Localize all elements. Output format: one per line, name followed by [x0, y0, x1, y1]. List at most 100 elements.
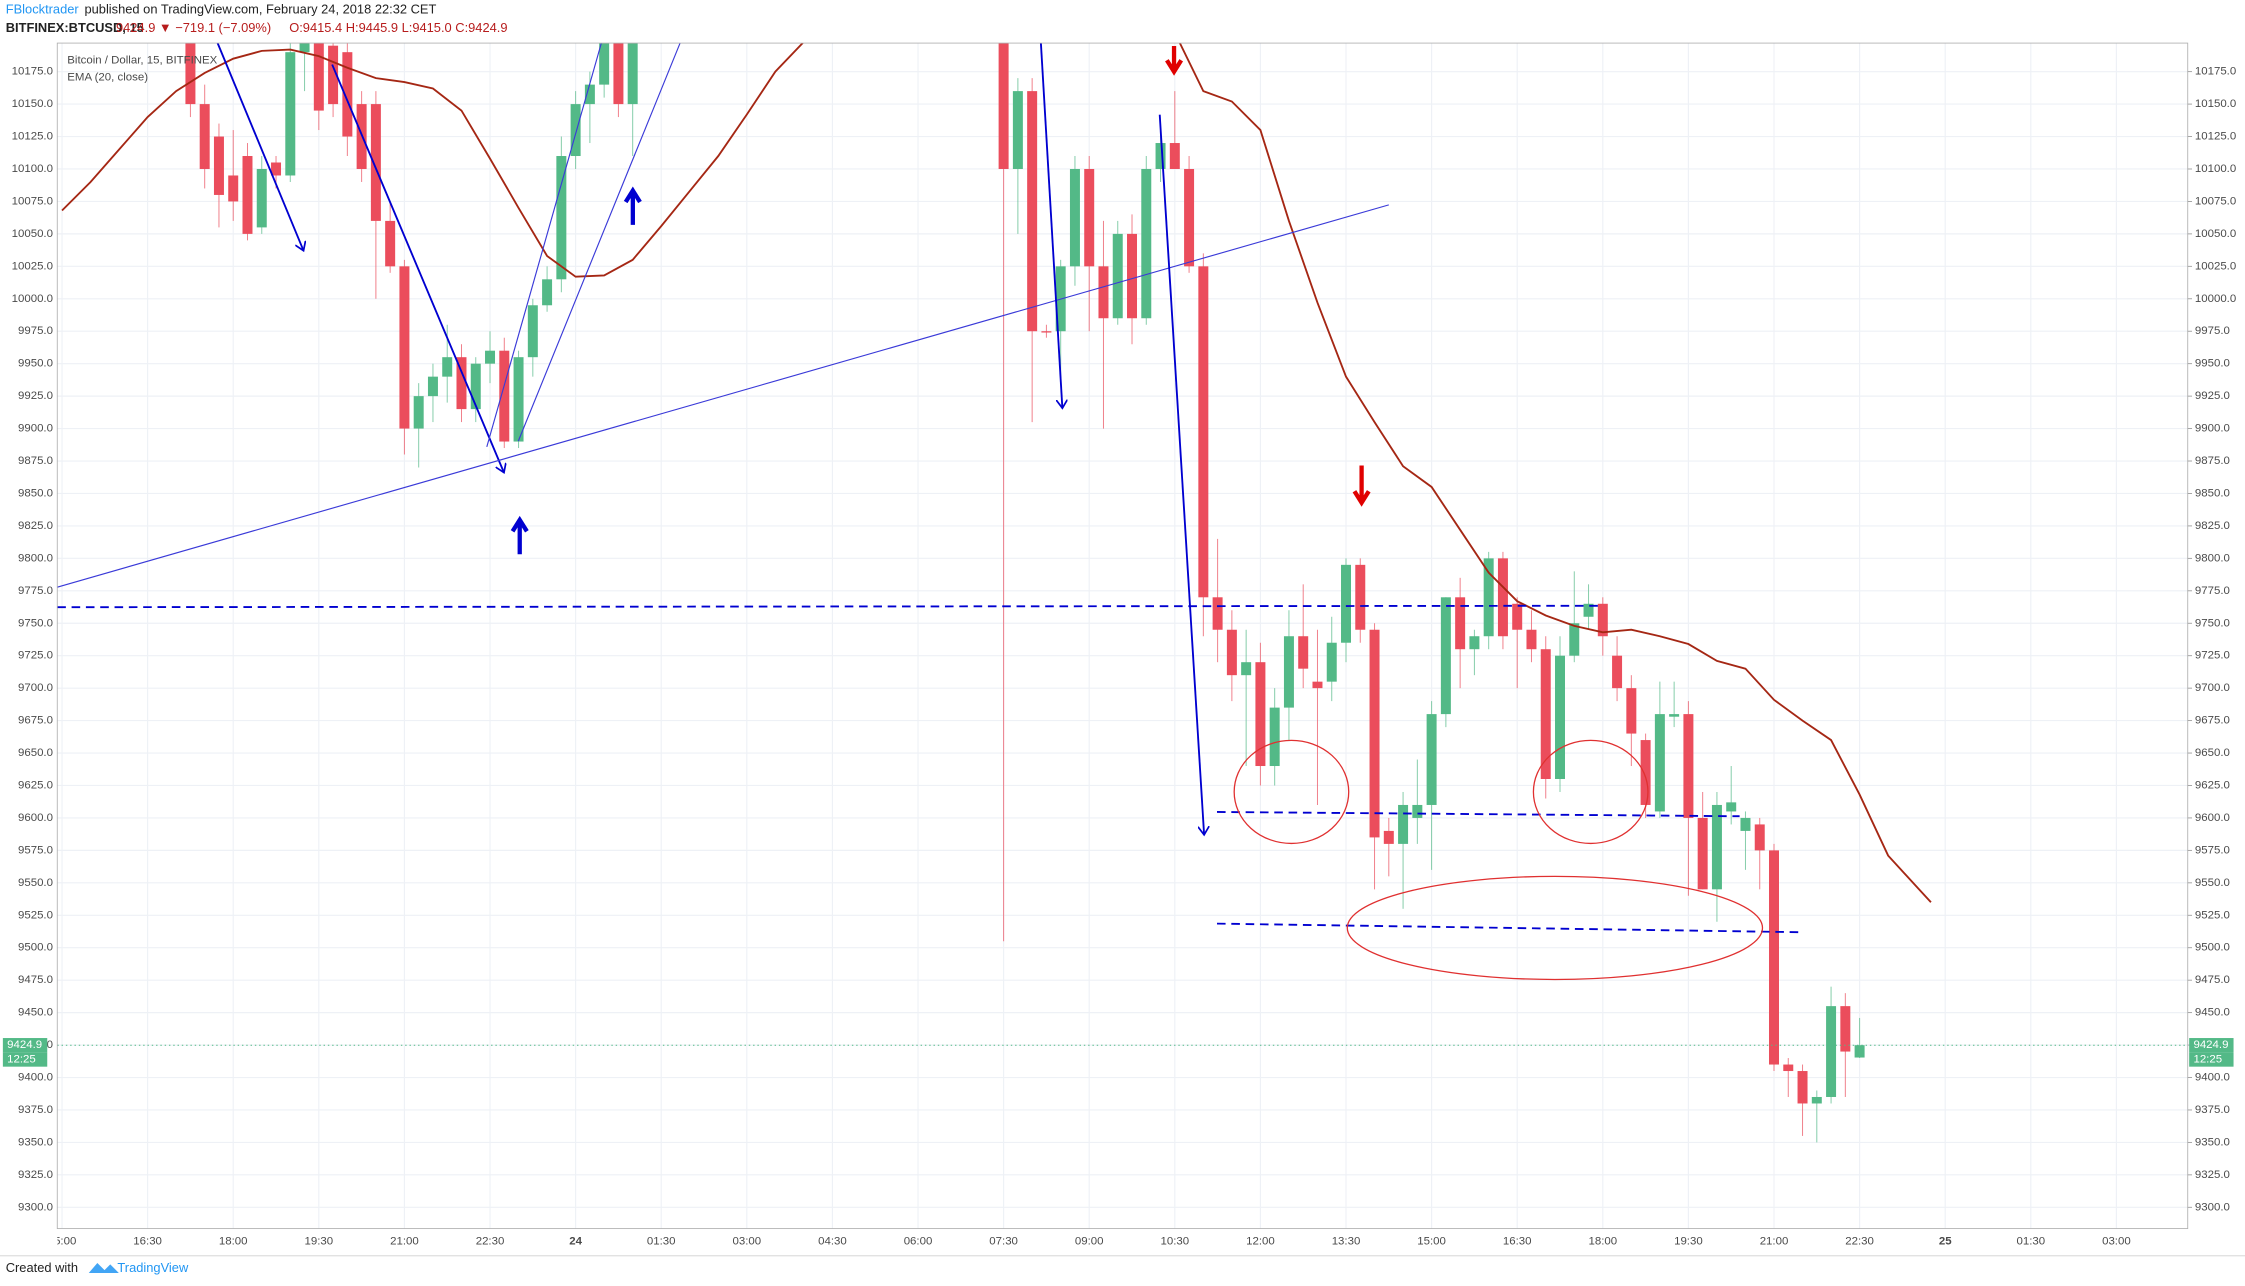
ema-line: [61, 43, 1932, 903]
change: 9424.9 ▼ −719.1 (−7.09%): [116, 20, 271, 35]
x-tick-label: 13:30: [1332, 1236, 1361, 1248]
y-tick-label: 9975.0: [18, 325, 53, 337]
y-tick-label: 9925.0: [2195, 390, 2230, 402]
x-tick-label: 03:00: [2102, 1236, 2131, 1248]
candle-body: [313, 43, 324, 111]
channel-line: [486, 43, 602, 448]
y-tick-label: 10025.0: [2195, 260, 2236, 272]
candle-body: [1069, 168, 1080, 267]
y-tick-label: 9825.0: [18, 520, 53, 532]
y-tick-label: 9775.0: [18, 585, 53, 597]
candle-body: [527, 305, 538, 358]
x-axis: 15:00 16:30 18:00 19:30 21:00 22:30 24 01:30 03:…: [57, 1236, 2131, 1248]
candle-body: [1440, 597, 1451, 715]
countdown-badge: [2189, 1052, 2234, 1067]
candle-body: [1526, 629, 1537, 650]
x-tick-label: 21:00: [1760, 1236, 1789, 1248]
candle-body: [1141, 168, 1152, 319]
down-arrow: [1352, 465, 1371, 507]
x-tick-label: 07:30: [989, 1236, 1018, 1248]
candle-body: [1583, 603, 1594, 617]
price-badge: [2189, 1038, 2234, 1053]
y-tick-label: 9975.0: [2195, 325, 2230, 337]
y-tick-label: 9350.0: [18, 1136, 53, 1148]
ohlc: O:9415.4 H:9445.9 L:9415.0 C:9424.9: [289, 20, 507, 35]
candle-body: [1127, 233, 1138, 319]
candle-body: [499, 350, 510, 442]
y-tick-label: 10100.0: [12, 163, 53, 175]
x-tick-label: 18:00: [1588, 1236, 1617, 1248]
candle-body: [370, 104, 381, 221]
x-tick-label: 16:30: [133, 1236, 162, 1248]
candle-body: [1027, 91, 1038, 332]
candle-body: [1483, 558, 1494, 637]
y-tick-label: 9575.0: [2195, 844, 2230, 856]
y-tick-label: 9500.0: [18, 942, 53, 954]
candle-body: [1683, 714, 1694, 818]
candle-body: [1426, 714, 1437, 805]
candle-body: [1155, 143, 1166, 169]
x-tick-label: 16:30: [1503, 1236, 1532, 1248]
candle-body: [470, 363, 481, 410]
y-tick-label: 10075.0: [2195, 195, 2236, 207]
dashed-level: [57, 604, 1604, 609]
plot: [57, 43, 2188, 1143]
dashed-level: [1216, 922, 1802, 934]
dashed-level: [1216, 811, 1740, 818]
author[interactable]: FBlocktrader: [6, 2, 80, 17]
y-tick-label: 9450.0: [18, 1007, 53, 1019]
candle-body: [1597, 603, 1608, 637]
y-tick-label: 9400.0: [2195, 1072, 2230, 1084]
x-tick-label: 24: [569, 1236, 582, 1248]
grid: [57, 43, 2188, 1229]
y-tick-label: 10125.0: [2195, 131, 2236, 143]
candle-body: [1512, 603, 1523, 630]
y-tick-label: 9900.0: [18, 423, 53, 435]
candle-body: [328, 45, 339, 105]
y-tick-label: 9925.0: [18, 390, 53, 402]
y-tick-label: 10100.0: [2195, 163, 2236, 175]
highlight-ellipse: [1346, 875, 1764, 981]
brand[interactable]: TradingView: [117, 1260, 189, 1275]
y-tick-label: 9700.0: [2195, 682, 2230, 694]
brand-logo: [88, 1262, 119, 1273]
y-tick-label: 9550.0: [2195, 877, 2230, 889]
y-tick-label: 10175.0: [2195, 66, 2236, 78]
candle-body: [271, 162, 282, 176]
y-tick-label: 9625.0: [2195, 780, 2230, 792]
y-tick-label: 10025.0: [12, 260, 53, 272]
countdown-label: 12:25: [2193, 1054, 2222, 1066]
candle-body: [213, 136, 224, 195]
x-tick-label: 18:00: [219, 1236, 248, 1248]
y-tick-label: 9675.0: [2195, 715, 2230, 727]
candle-body: [627, 43, 638, 105]
candle-body: [1626, 688, 1637, 734]
drawings: [57, 43, 1802, 981]
candle-body: [1341, 564, 1352, 643]
candle-body: [256, 168, 267, 228]
candle-body: [1612, 655, 1623, 689]
price-badge-label: 9424.9: [2193, 1039, 2228, 1051]
candle-body: [1711, 804, 1722, 890]
candle-body: [1241, 662, 1252, 676]
y-tick-label: 10050.0: [12, 228, 53, 240]
published: published on TradingView.com, February 2…: [84, 2, 436, 17]
y-tick-label: 10050.0: [2195, 228, 2236, 240]
y-tick-label: 9775.0: [2195, 585, 2230, 597]
x-tick-label: 01:30: [647, 1236, 676, 1248]
y-tick-label: 9625.0: [18, 780, 53, 792]
down-arrow: [1165, 45, 1184, 76]
candle-body: [1412, 804, 1423, 818]
highlight-ellipse: [1532, 739, 1649, 845]
y-tick-label: 9475.0: [18, 974, 53, 986]
candle-body: [385, 220, 396, 267]
candle-body: [285, 52, 296, 176]
y-tick-label: 9950.0: [18, 358, 53, 370]
y-tick-label: 10125.0: [12, 131, 53, 143]
y-tick-label: 9500.0: [2195, 942, 2230, 954]
candle-body: [1041, 331, 1052, 333]
candle-body: [1184, 168, 1195, 267]
y-tick-label: 10150.0: [12, 98, 53, 110]
y-tick-label: 9375.0: [2195, 1104, 2230, 1116]
